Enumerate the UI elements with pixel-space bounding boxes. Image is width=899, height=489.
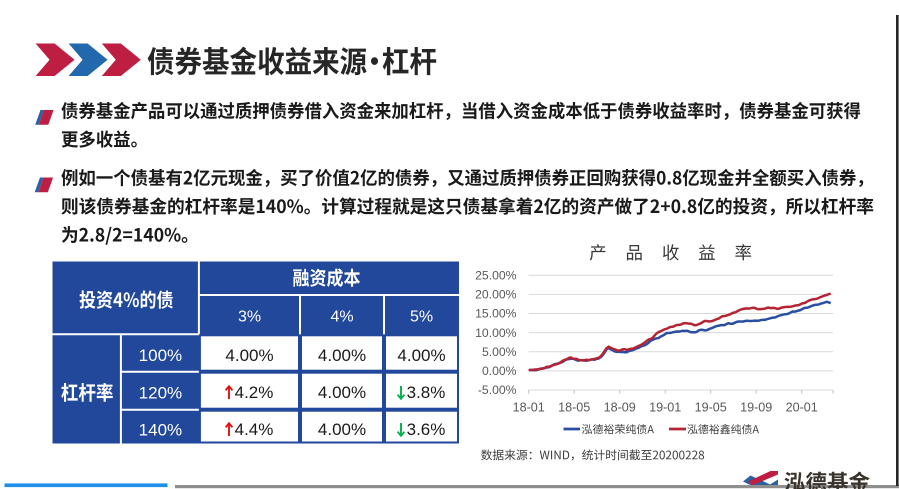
svg-text:100%: 100% [139, 346, 182, 365]
svg-text:120%: 120% [139, 383, 182, 402]
svg-text:4.4%: 4.4% [235, 420, 274, 439]
svg-text:18-01: 18-01 [513, 400, 545, 414]
svg-text:-5.00%: -5.00% [478, 383, 517, 397]
svg-text:4.00%: 4.00% [318, 383, 366, 402]
svg-text:19-01: 19-01 [649, 400, 681, 414]
svg-text:5%: 5% [410, 309, 433, 326]
svg-text:4.2%: 4.2% [235, 383, 274, 402]
svg-text:4.00%: 4.00% [397, 346, 445, 365]
svg-text:20-01: 20-01 [786, 400, 818, 414]
svg-text:4.00%: 4.00% [225, 346, 273, 365]
svg-text:25.00%: 25.00% [475, 268, 516, 282]
svg-text:140%: 140% [139, 421, 182, 440]
svg-text:0.00%: 0.00% [482, 364, 517, 378]
svg-text:18-05: 18-05 [558, 400, 590, 414]
svg-text:4%: 4% [330, 309, 353, 326]
svg-text:15.00%: 15.00% [475, 307, 516, 321]
svg-text:5.00%: 5.00% [482, 345, 517, 359]
svg-text:3.6%: 3.6% [407, 420, 446, 439]
svg-text:19-09: 19-09 [740, 400, 772, 414]
svg-text:10.00%: 10.00% [475, 326, 516, 340]
svg-text:3.8%: 3.8% [407, 383, 446, 402]
svg-text:20.00%: 20.00% [475, 288, 516, 302]
svg-text:3%: 3% [238, 309, 261, 326]
svg-text:18-09: 18-09 [604, 400, 636, 414]
svg-text:4.00%: 4.00% [318, 346, 366, 365]
svg-text:19-05: 19-05 [695, 400, 727, 414]
svg-text:4.00%: 4.00% [318, 420, 366, 439]
